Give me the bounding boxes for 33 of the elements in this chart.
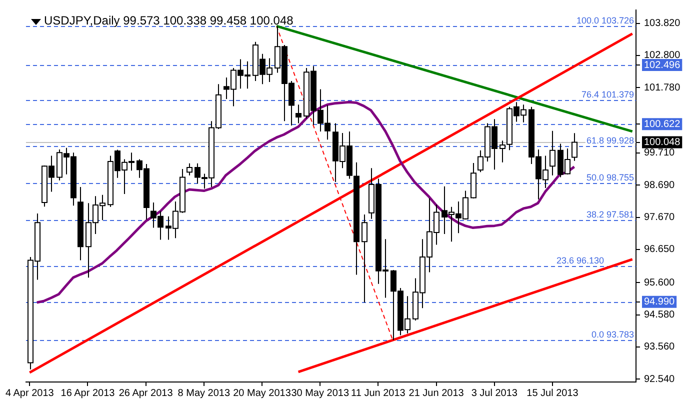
x-tick-label: 8 May 2013 xyxy=(178,388,230,399)
y-tick-label: 99.710 xyxy=(644,148,676,159)
x-tick-label: 30 May 2013 xyxy=(291,388,350,399)
y-tick-label: 95.600 xyxy=(644,277,676,288)
y-tick-label: 96.650 xyxy=(644,244,676,256)
ref-line-label: 38.2 97.581 xyxy=(586,209,634,220)
x-tick-label: 3 Jul 2013 xyxy=(471,388,518,399)
ref-line-label: 50.0 98.755 xyxy=(586,172,634,182)
x-tick-label: 15 Jul 2013 xyxy=(526,388,579,399)
x-tick-label: 11 Jun 2013 xyxy=(351,388,406,399)
y-tick-label: 100.622 xyxy=(644,118,681,130)
x-tick-label: 4 Apr 2013 xyxy=(5,388,54,399)
x-tick-label: 26 Apr 2013 xyxy=(118,388,174,399)
ref-line-label: 100.0 103.726 xyxy=(576,15,634,26)
x-tick-label: 16 Apr 2013 xyxy=(60,388,116,399)
ref-line-label: 76.4 101.379 xyxy=(581,89,634,100)
y-tick-label: 101.780 xyxy=(644,82,681,94)
ref-line-label: 61.8 99.928 xyxy=(586,135,634,146)
ref-line-label: 0.0 93.783 xyxy=(591,329,634,340)
y-tick-label: 102.496 xyxy=(644,60,681,71)
y-tick-label: 98.690 xyxy=(644,180,676,191)
chart-title: USDJPY,Daily 99.573 100.338 99.458 100.048 xyxy=(44,13,294,28)
x-tick-label: 20 May 2013 xyxy=(233,388,292,399)
y-tick-label: 94.580 xyxy=(644,310,676,321)
y-tick-label: 92.540 xyxy=(644,374,676,385)
y-tick-label: 103.820 xyxy=(644,18,681,29)
x-tick-label: 21 Jun 2013 xyxy=(408,388,464,399)
y-tick-label: 102.800 xyxy=(644,50,681,62)
y-tick-label: 97.670 xyxy=(644,212,676,224)
y-tick-label: 94.990 xyxy=(644,296,676,308)
y-tick-label: 100.048 xyxy=(644,137,681,148)
ref-line-label: 23.6 96.130 xyxy=(556,255,604,266)
y-tick-label: 93.560 xyxy=(644,342,676,353)
